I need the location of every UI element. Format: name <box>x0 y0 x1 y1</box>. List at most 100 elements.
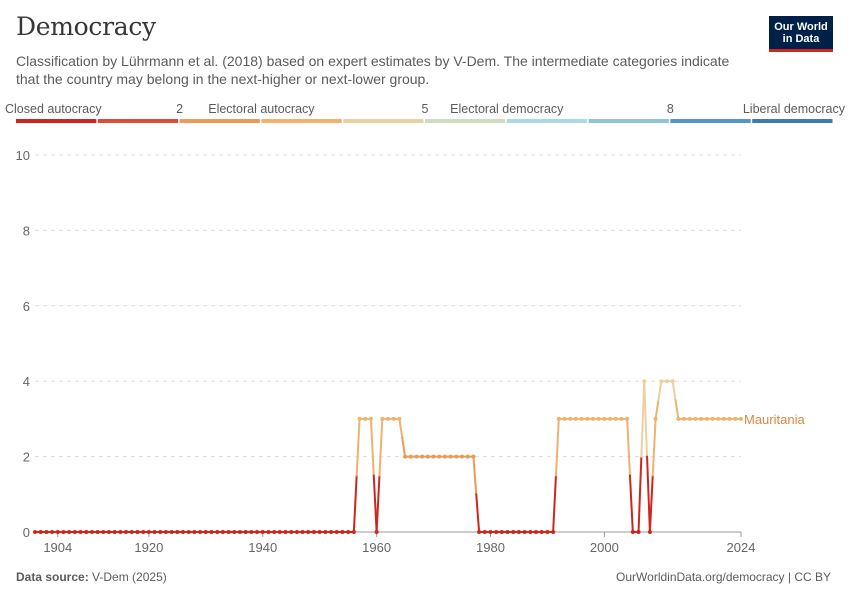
data-point <box>374 530 379 534</box>
series-label-mauritania: Mauritania <box>744 412 805 427</box>
data-point <box>146 530 151 534</box>
data-point <box>682 416 687 421</box>
data-point <box>33 530 37 534</box>
series-segment <box>628 474 634 533</box>
data-point <box>220 530 225 534</box>
legend-bin-8 <box>670 119 751 123</box>
data-point <box>329 530 334 534</box>
data-point <box>44 530 49 534</box>
data-point <box>522 530 527 534</box>
data-point <box>642 379 647 384</box>
data-point <box>306 530 311 534</box>
data-point <box>141 530 146 534</box>
data-point <box>602 416 607 421</box>
data-point <box>579 416 584 421</box>
data-point <box>300 530 305 534</box>
data-point <box>687 416 692 421</box>
data-point <box>272 530 277 534</box>
series-segment <box>626 417 631 477</box>
data-point <box>568 416 573 421</box>
data-point <box>670 379 675 384</box>
data-point <box>283 530 288 534</box>
data-point <box>368 416 373 421</box>
data-point <box>471 454 476 459</box>
y-tick-label: 6 <box>23 299 30 314</box>
data-point <box>528 530 533 534</box>
series-segment <box>654 399 660 420</box>
y-gridlines <box>35 154 741 458</box>
data-point <box>67 530 72 534</box>
data-point <box>488 530 493 534</box>
legend-bin-5 <box>425 119 506 123</box>
legend-label: 2 <box>176 102 183 116</box>
x-tick-label: 1960 <box>362 540 391 555</box>
series-segment <box>375 474 381 533</box>
series-segment <box>401 436 407 458</box>
data-point <box>266 530 271 534</box>
data-point <box>391 416 396 421</box>
data-point <box>397 416 402 421</box>
data-point <box>465 454 470 459</box>
data-source-label: Data source: <box>16 570 89 584</box>
series-segment <box>651 417 657 477</box>
x-axis: 1904 1920 1940 1960 1980 2000 2024 <box>35 531 756 555</box>
data-point <box>721 416 726 421</box>
data-point <box>636 530 641 534</box>
data-point <box>255 530 260 534</box>
data-point <box>403 454 408 459</box>
footer-link[interactable]: OurWorldinData.org/democracy | CC BY <box>616 570 831 584</box>
y-tick-label: 8 <box>23 223 30 238</box>
data-point <box>630 530 635 534</box>
data-point <box>209 530 214 534</box>
x-tick-label: 2024 <box>727 540 756 555</box>
logo-line-1: Our World <box>774 21 828 33</box>
legend-bin-6 <box>506 119 588 123</box>
data-point <box>124 530 129 534</box>
data-point <box>340 530 345 534</box>
series-labels: Mauritania <box>744 412 805 427</box>
data-point <box>226 530 231 534</box>
x-tick-label: 2000 <box>590 540 619 555</box>
legend-bin-2 <box>179 119 260 123</box>
data-point <box>249 530 254 534</box>
series-segment <box>552 474 557 533</box>
legend-bin-0 <box>16 119 97 123</box>
data-point <box>562 416 567 421</box>
data-point <box>317 530 322 534</box>
data-point <box>437 454 442 459</box>
data-point <box>408 454 413 459</box>
data-point <box>203 530 208 534</box>
data-point <box>619 416 624 421</box>
data-point <box>346 530 351 534</box>
data-point <box>425 454 430 459</box>
data-point <box>351 530 356 534</box>
data-point <box>556 416 561 421</box>
data-point <box>539 530 544 534</box>
x-tick-label: 1904 <box>43 540 72 555</box>
data-point <box>676 416 681 421</box>
y-tick-label: 10 <box>16 148 30 163</box>
data-point <box>101 530 106 534</box>
data-point <box>716 416 721 421</box>
series-points <box>33 379 743 534</box>
x-tick-label: 1980 <box>476 540 505 555</box>
data-point <box>357 416 362 421</box>
data-point <box>477 530 482 534</box>
data-point <box>277 530 282 534</box>
data-source-value: V-Dem (2025) <box>92 570 167 584</box>
data-point <box>551 530 556 534</box>
series-segment <box>671 380 677 402</box>
series-segment <box>643 380 649 458</box>
data-point <box>61 530 66 534</box>
series-segment <box>657 380 663 402</box>
data-point <box>414 454 419 459</box>
legend-bin-4 <box>343 119 424 123</box>
data-point <box>260 530 265 534</box>
data-point <box>659 379 664 384</box>
data-point <box>625 416 630 421</box>
data-point <box>727 416 732 421</box>
data-point <box>84 530 89 534</box>
data-point <box>72 530 77 534</box>
data-point <box>107 530 112 534</box>
owid-logo[interactable]: Our World in Data <box>769 16 833 52</box>
